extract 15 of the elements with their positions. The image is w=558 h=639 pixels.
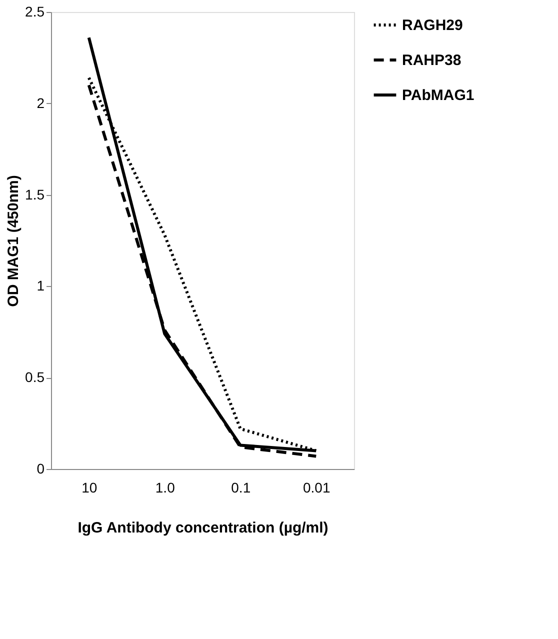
x-tick-label: 1.0 xyxy=(155,480,176,496)
legend-label: PAbMAG1 xyxy=(402,87,474,104)
y-tick-label: 2 xyxy=(36,94,45,111)
y-tick-label: 2.5 xyxy=(25,4,45,20)
legend-label: RAGH29 xyxy=(402,17,463,34)
x-tick-label: 0.1 xyxy=(231,480,251,496)
x-tick-label: 0.01 xyxy=(303,480,330,496)
x-tick-label: 10 xyxy=(82,480,98,496)
y-axis-title: OD MAG1 (450nm) xyxy=(5,175,22,307)
y-tick-label: 0.5 xyxy=(25,369,45,386)
y-tick-label: 1 xyxy=(36,278,45,294)
y-tick-label: 1.5 xyxy=(25,186,45,202)
y-tick-label: 0 xyxy=(36,460,45,476)
legend-label: RAHP38 xyxy=(402,52,462,69)
x-axis-title: IgG Antibody concentration (µg/ml) xyxy=(78,520,328,536)
